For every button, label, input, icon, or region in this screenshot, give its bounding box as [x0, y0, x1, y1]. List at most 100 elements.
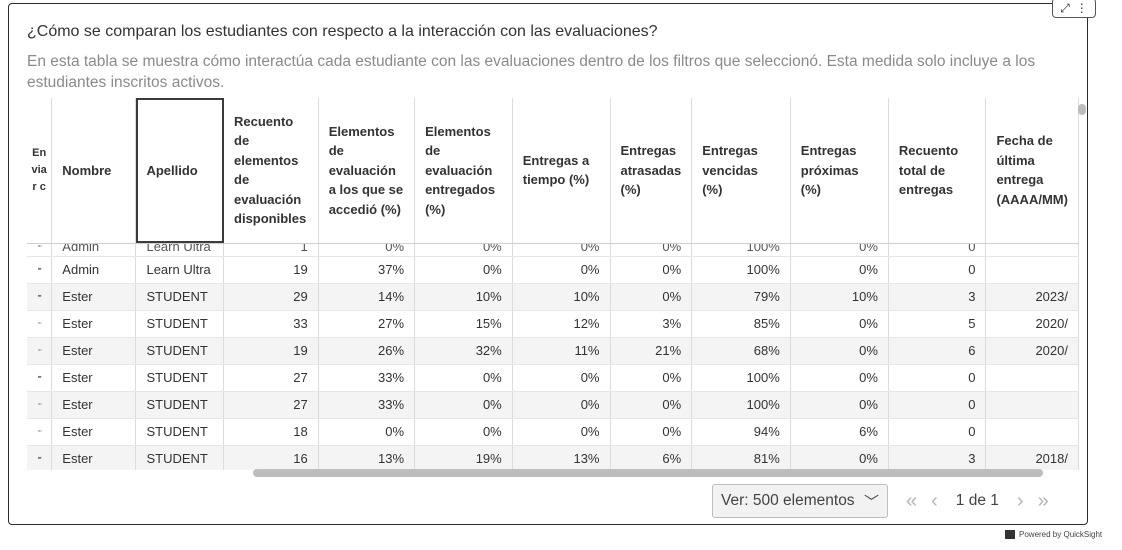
- send-message-icon[interactable]: ▪▪: [27, 445, 53, 470]
- table-cell: 0%: [414, 418, 513, 446]
- page-indicator: 1 de 1: [956, 492, 999, 510]
- table-cell: 0%: [610, 418, 693, 446]
- send-message-icon[interactable]: ▫▫: [27, 391, 53, 419]
- table-cell: STUDENT: [135, 364, 225, 392]
- table-cell: 0%: [610, 364, 693, 392]
- first-page-icon[interactable]: «: [906, 489, 918, 512]
- table-cell: 0: [888, 418, 987, 446]
- table-cell: 2020/: [985, 310, 1079, 338]
- more-options-icon[interactable]: ⋮: [1075, 1, 1088, 15]
- table-cell: Ester: [51, 391, 137, 419]
- table-cell: Ester: [51, 337, 137, 365]
- table-cell: 0%: [414, 364, 513, 392]
- table-cell: 0%: [414, 243, 513, 257]
- table-cell: 0%: [512, 391, 611, 419]
- expand-icon[interactable]: ⤢: [1060, 0, 1070, 15]
- table-row[interactable]: ▫▫ Ester STUDENT 19 26% 32% 11% 21% 68% 0% 6 2020/: [27, 337, 1079, 365]
- table-cell: 3%: [610, 310, 693, 338]
- table-cell: 6%: [790, 418, 889, 446]
- table-cell: 0: [888, 256, 987, 284]
- table-cell: 0%: [790, 243, 889, 257]
- column-header-7[interactable]: Entregas atrasadas (%): [610, 98, 693, 244]
- table-cell: Ester: [51, 364, 137, 392]
- column-header-1[interactable]: Nombre: [51, 98, 137, 244]
- table-cell: [985, 243, 1079, 257]
- column-header-6[interactable]: Entregas a tiempo (%): [512, 98, 611, 244]
- table-row[interactable]: ▪▪ Ester STUDENT 16 13% 19% 13% 6% 81% 0% 3 2018/: [27, 445, 1079, 470]
- table-cell: 0%: [318, 243, 416, 257]
- table-cell: [985, 364, 1079, 392]
- table-cell: STUDENT: [135, 283, 225, 311]
- column-header-0[interactable]: Enviar c: [27, 98, 53, 244]
- table-cell: 100%: [691, 256, 791, 284]
- table-row[interactable]: ▫▫ Ester STUDENT 27 33% 0% 0% 0% 100% 0% 0: [27, 391, 1079, 419]
- table-cell: 0%: [414, 256, 513, 284]
- table-row[interactable]: ▫▫ Ester STUDENT 33 27% 15% 12% 3% 85% 0% 5 2020/: [27, 310, 1079, 338]
- table-cell: 26%: [318, 337, 416, 365]
- column-header-11[interactable]: Fecha de última entrega (AAAA/MM): [985, 98, 1079, 244]
- column-header-8[interactable]: Entregas vencidas (%): [691, 98, 791, 244]
- table-cell: Admin: [51, 243, 137, 257]
- table-cell: 12%: [512, 310, 611, 338]
- visual-title: ¿Cómo se comparan los estudiantes con re…: [27, 23, 658, 40]
- table-row[interactable]: ▪▪ Ester STUDENT 29 14% 10% 10% 0% 79% 10% 3 2023/: [27, 283, 1079, 311]
- table-cell: 10%: [790, 283, 889, 311]
- table-row[interactable]: ▪▪ Admin Learn Ultra 19 37% 0% 0% 0% 100% 0% 0: [27, 256, 1079, 284]
- column-header-9[interactable]: Entregas próximas (%): [790, 98, 889, 244]
- send-message-icon[interactable]: ▫▫: [27, 310, 53, 338]
- table-cell: 0%: [790, 256, 889, 284]
- table-row[interactable]: ▪▪ Ester STUDENT 27 33% 0% 0% 0% 100% 0% 0: [27, 364, 1079, 392]
- table-viewport[interactable]: Enviar c Nombre Apellido Recuento de elemen…: [27, 98, 1079, 470]
- table-cell: 19%: [414, 445, 513, 470]
- table-cell: 0%: [414, 391, 513, 419]
- column-header-3[interactable]: Recuento de elementos de evaluación disp…: [223, 98, 319, 244]
- horizontal-scrollbar[interactable]: [253, 469, 1043, 477]
- table-cell: 94%: [691, 418, 791, 446]
- table-row[interactable]: ▫▫ Admin Learn Ultra 1 0% 0% 0% 0% 100% 0% 0: [27, 243, 1079, 257]
- table-cell: 100%: [691, 364, 791, 392]
- table-cell: 33: [223, 310, 319, 338]
- powered-by-quicksight: Powered by QuickSight: [1005, 530, 1102, 539]
- page-size-select[interactable]: Ver: 500 elementos ﹀: [712, 484, 888, 518]
- column-header-2[interactable]: Apellido: [135, 98, 225, 244]
- send-message-icon[interactable]: ▫▫: [27, 337, 53, 365]
- send-message-icon[interactable]: ▪▪: [27, 283, 53, 311]
- column-header-4[interactable]: Elementos de evaluación a los que se acc…: [318, 98, 416, 244]
- table-cell: 3: [888, 283, 987, 311]
- table-cell: 100%: [691, 391, 791, 419]
- quicksight-logo-icon: [1005, 530, 1015, 539]
- table-row[interactable]: ▫▫ Ester STUDENT 18 0% 0% 0% 0% 94% 6% 0: [27, 418, 1079, 446]
- send-message-icon[interactable]: ▫▫: [27, 418, 53, 446]
- table-cell: 0%: [610, 243, 693, 257]
- table-cell: 10%: [512, 283, 611, 311]
- table-cell: Ester: [51, 283, 137, 311]
- next-page-icon[interactable]: ›: [1016, 489, 1024, 512]
- send-message-icon[interactable]: ▪▪: [27, 256, 53, 284]
- current-page: 1: [955, 492, 965, 509]
- table-cell: [985, 391, 1079, 419]
- last-page-icon[interactable]: »: [1037, 489, 1049, 512]
- table-cell: 29: [223, 283, 319, 311]
- table-cell: STUDENT: [135, 391, 225, 419]
- table-cell: 6%: [610, 445, 693, 470]
- table-cell: 2020/: [985, 337, 1079, 365]
- table-cell: 0%: [610, 283, 693, 311]
- visual-toolbar: ⤢ ⋮: [1052, 0, 1096, 18]
- table-cell: 0%: [512, 256, 611, 284]
- send-message-icon[interactable]: ▫▫: [27, 243, 53, 257]
- table-cell: STUDENT: [135, 337, 225, 365]
- table-cell: 0%: [790, 364, 889, 392]
- chevron-down-icon: ﹀: [863, 493, 879, 511]
- previous-page-icon[interactable]: ‹: [931, 489, 938, 512]
- table-cell: STUDENT: [135, 418, 225, 446]
- vertical-scrollbar[interactable]: [1078, 104, 1086, 115]
- table-cell: 11%: [512, 337, 611, 365]
- send-message-icon[interactable]: ▪▪: [27, 364, 53, 392]
- table-cell: 27%: [318, 310, 416, 338]
- column-header-5[interactable]: Elementos de evaluación entregados (%): [414, 98, 513, 244]
- table-cell: 13%: [512, 445, 611, 470]
- students-table: Enviar c Nombre Apellido Recuento de elemen…: [27, 98, 1079, 470]
- table-cell: [985, 256, 1079, 284]
- table-cell: 37%: [318, 256, 416, 284]
- column-header-10[interactable]: Recuento total de entregas: [888, 98, 987, 244]
